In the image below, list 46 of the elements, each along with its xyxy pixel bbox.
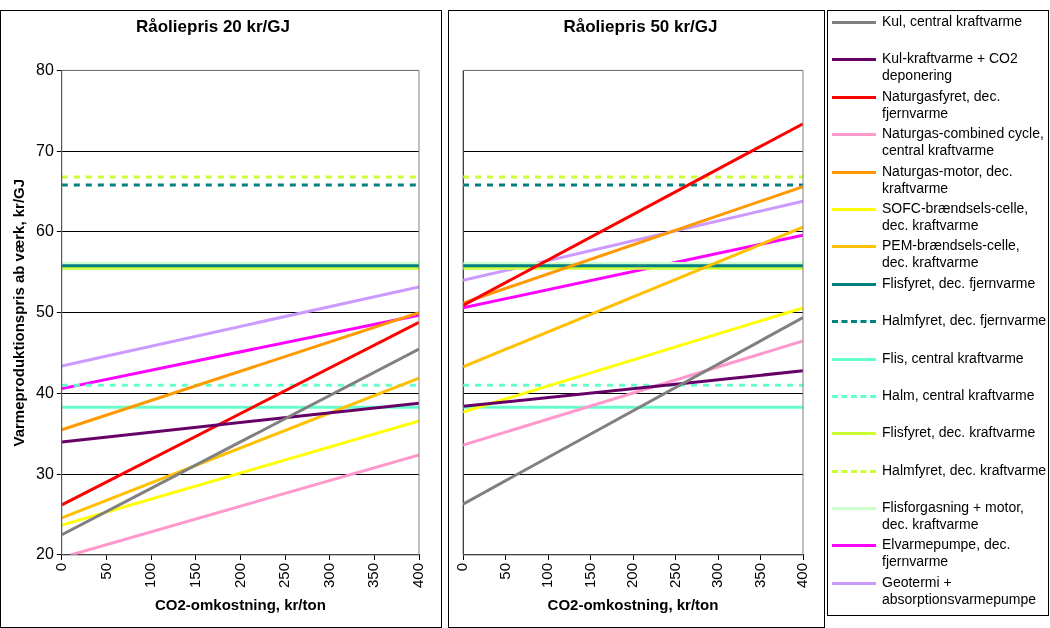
legend-label: PEM-brændsels-celle, dec. kraftvarme [882, 237, 1021, 272]
legend-label: Flis, central kraftvarme [882, 349, 1024, 367]
x-tick-label: 400 [793, 562, 811, 588]
x-tick-label: 50 [495, 562, 513, 580]
legend-label: Flisforgasning + motor, dec. kraftvarme [882, 499, 1025, 534]
x-tick-label: 100 [538, 562, 556, 588]
legend-label: Flisfyret, dec. fjernvarme [882, 274, 1036, 292]
x-tick-label: 0 [453, 562, 471, 572]
x-axis-title: CO2-omkostning, kr/ton [547, 596, 719, 614]
legend-label: Halm, central kraftvarme [882, 386, 1035, 404]
legend-label: Elvarmepumpe, dec. fjernvarme [882, 536, 1012, 571]
x-tick-label: 300 [319, 562, 337, 588]
x-tick-label: 250 [275, 562, 293, 588]
legend-label: Kul-kraftvarme + CO2 deponering [882, 50, 1019, 85]
x-tick-label: 350 [364, 562, 382, 588]
x-tick-label: 100 [141, 562, 159, 588]
legend-label: Flisfyret, dec. kraftvarme [882, 424, 1036, 442]
x-tick-label: 150 [580, 562, 598, 588]
legend-label: Naturgas-motor, dec. kraftvarme [882, 162, 1014, 197]
legend-label: Geotermi + absorptionsvarmepumpe [882, 573, 1038, 608]
y-tick-label: 20 [36, 545, 54, 563]
y-tick-label: 70 [36, 141, 54, 159]
legend-label: Naturgasfyret, dec. fjernvarme [882, 87, 1002, 122]
y-tick-label: 60 [36, 222, 54, 240]
x-tick-label: 200 [623, 562, 641, 588]
y-tick-label: 80 [36, 60, 54, 78]
x-tick-label: 300 [708, 562, 726, 588]
x-tick-label: 250 [665, 562, 683, 588]
y-tick-label: 30 [36, 464, 54, 482]
legend-label: Halmfyret, dec. kraftvarme [882, 461, 1047, 479]
y-tick-label: 40 [36, 383, 54, 401]
x-tick-label: 150 [185, 562, 203, 588]
legend-label: Halmfyret, dec. fjernvarme [882, 312, 1047, 330]
y-axis-title: Varmeproduktionspris ab værk, kr/GJ [10, 178, 28, 447]
chart-title: Råoliepris 50 kr/GJ [563, 16, 718, 36]
x-tick-label: 0 [51, 562, 69, 572]
x-axis-title: CO2-omkostning, kr/ton [154, 596, 326, 614]
legend-label: SOFC-brændsels-celle, dec. kraftvarme [882, 199, 1030, 234]
chart-title: Råoliepris 20 kr/GJ [135, 16, 291, 36]
x-tick-label: 400 [409, 562, 427, 588]
x-tick-label: 350 [750, 562, 768, 588]
x-tick-label: 50 [96, 562, 114, 580]
y-tick-label: 50 [36, 303, 54, 321]
legend-label: Naturgas-combined cycle, central kraftvarme [882, 125, 1045, 160]
legend-label: Kul, central kraftvarme [882, 13, 1023, 30]
x-tick-label: 200 [230, 562, 248, 588]
